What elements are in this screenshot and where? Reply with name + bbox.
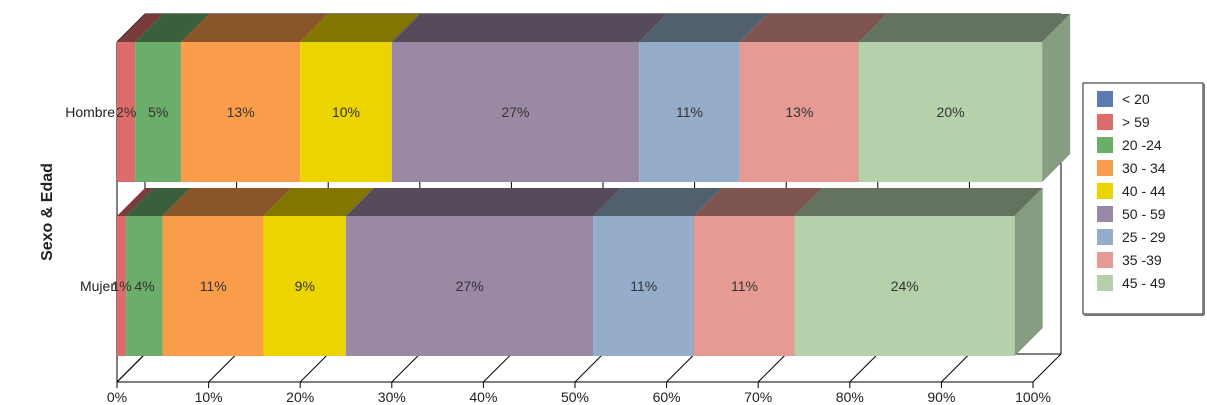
- legend-swatch: [1097, 252, 1113, 268]
- bar: [346, 216, 594, 356]
- floor-gridline: [666, 353, 695, 383]
- bar-top: [593, 188, 723, 216]
- legend-swatch: [1097, 160, 1113, 176]
- x-tick-label: 90%: [927, 389, 955, 405]
- legend-label: 40 - 44: [1122, 183, 1166, 199]
- x-tick-label: 60%: [653, 389, 681, 405]
- x-tick-label: 30%: [378, 389, 406, 405]
- data-label: 13%: [227, 104, 255, 120]
- floor-gridline: [208, 353, 237, 383]
- bar: [117, 216, 127, 356]
- legend-swatch: [1097, 114, 1113, 130]
- bar-group-mujer: 1% 4% 11% 9% 27% 11% 11% 24% Mujer: [80, 188, 1043, 356]
- legend: < 20 > 59 20 -24 30 - 34 40 - 44 50 - 59 25 - …: [1082, 82, 1205, 316]
- bar-side: [1014, 188, 1043, 356]
- x-tick-label: 100%: [1015, 389, 1051, 405]
- bar: [126, 216, 163, 356]
- x-tick-label: 50%: [561, 389, 589, 405]
- floor-gridline: [1032, 353, 1062, 383]
- bar-group-hombre: 2% 5% 13% 10% 27% 11% 13% 20% Hombre: [65, 14, 1071, 182]
- data-label: 11%: [630, 278, 657, 294]
- x-tick-label: 10%: [195, 389, 223, 405]
- floor-gridline: [483, 353, 512, 383]
- data-label: 4%: [134, 278, 154, 294]
- bar-top: [162, 188, 292, 216]
- data-label: 2%: [116, 104, 136, 120]
- legend-label: < 20: [1122, 91, 1150, 107]
- bar: [263, 216, 346, 356]
- bar-top: [300, 14, 420, 42]
- bar-top: [639, 14, 768, 42]
- bar: [391, 42, 640, 182]
- category-label: Mujer: [80, 278, 115, 294]
- legend-label: 30 - 34: [1122, 160, 1166, 176]
- legend-swatch: [1097, 91, 1113, 107]
- bar: [181, 42, 301, 182]
- legend-swatch: [1097, 137, 1113, 153]
- data-label: 10%: [332, 104, 360, 120]
- floor-gridline: [391, 353, 421, 383]
- bar: [162, 216, 264, 356]
- bar-top: [117, 14, 164, 42]
- bar-top: [739, 14, 887, 42]
- x-tick-label: 80%: [836, 389, 864, 405]
- floor-gridline: [299, 353, 329, 383]
- bar-top: [181, 14, 329, 42]
- bar: [858, 42, 1043, 182]
- floor-gridline: [849, 353, 879, 383]
- bar-top: [694, 188, 823, 216]
- x-tick-label: 20%: [286, 389, 314, 405]
- data-label: 9%: [295, 278, 315, 294]
- legend-label: > 59: [1122, 114, 1150, 130]
- bar-side: [1042, 14, 1071, 182]
- bar-top: [794, 188, 1043, 216]
- data-label: 1%: [111, 278, 131, 294]
- data-label: 27%: [501, 104, 529, 120]
- bar-top: [117, 188, 155, 216]
- bar-top: [858, 14, 1071, 42]
- bar: [694, 216, 795, 356]
- bar-top: [263, 188, 374, 216]
- floor-gridline: [574, 353, 604, 383]
- legend-swatch: [1097, 275, 1113, 291]
- legend-label: 25 - 29: [1122, 229, 1166, 245]
- category-label: Hombre: [65, 104, 115, 120]
- bar-top: [346, 188, 622, 216]
- x-tick-label: 70%: [744, 389, 772, 405]
- bar: [300, 42, 392, 182]
- data-label: 20%: [937, 104, 965, 120]
- x-tick-label: 40%: [469, 389, 497, 405]
- data-label: 13%: [785, 104, 813, 120]
- y-axis-title: Sexo & Edad: [39, 163, 56, 261]
- bar: [739, 42, 859, 182]
- legend-swatch: [1097, 229, 1113, 245]
- x-tick-label: 0%: [107, 389, 127, 405]
- floor-gridline: [941, 353, 970, 383]
- legend-swatch: [1097, 183, 1113, 199]
- bar: [135, 42, 182, 182]
- bar: [117, 42, 136, 182]
- legend-label: 20 -24: [1122, 137, 1162, 153]
- bar: [593, 216, 695, 356]
- side-floor-edge: [116, 353, 146, 383]
- data-label: 11%: [731, 278, 758, 294]
- data-label: 11%: [200, 278, 227, 294]
- data-label: 27%: [456, 278, 484, 294]
- bar: [639, 42, 740, 182]
- bar-top: [135, 14, 210, 42]
- floor-gridline: [757, 353, 787, 383]
- bar-top: [126, 188, 191, 216]
- legend-label: 35 -39: [1122, 252, 1162, 268]
- legend-label: 45 - 49: [1122, 275, 1166, 291]
- legend-swatch: [1097, 206, 1113, 222]
- legend-label: 50 - 59: [1122, 206, 1166, 222]
- bar-top: [391, 14, 668, 42]
- data-label: 11%: [676, 104, 703, 120]
- data-label: 5%: [148, 104, 168, 120]
- bar: [794, 216, 1015, 356]
- data-label: 24%: [891, 278, 919, 294]
